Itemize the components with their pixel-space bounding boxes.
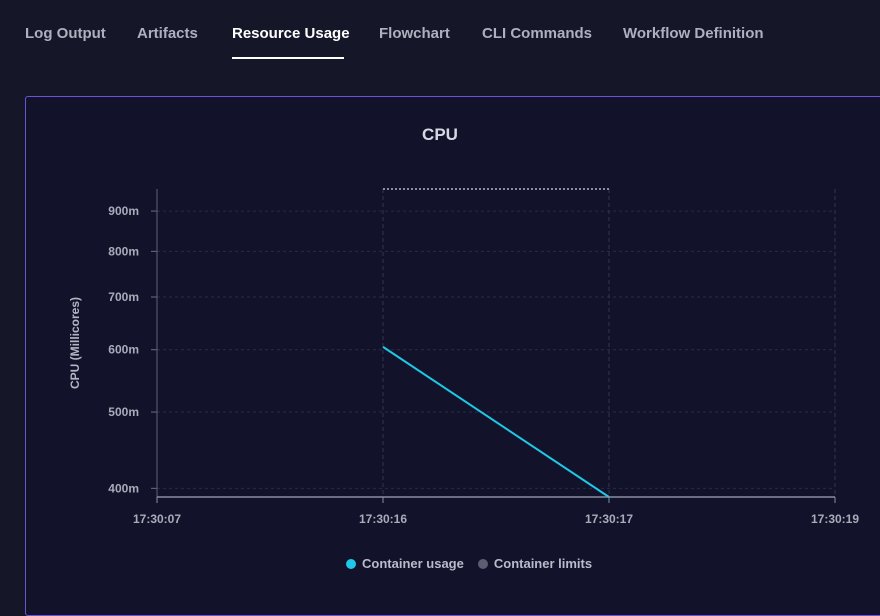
y-axis-label: CPU (Millicores) [68,297,82,389]
x-tick-label: 17:30:17 [585,512,633,526]
tab-log-output[interactable]: Log Output [25,25,106,42]
tab-cli-commands[interactable]: CLI Commands [482,25,593,42]
y-tick-label: 500m [108,405,139,419]
y-tick-label: 800m [108,244,139,258]
x-tick-label: 17:30:07 [133,512,181,526]
legend-limits-swatch [477,558,488,569]
y-tick-label: 600m [108,343,139,357]
series-container-usage-line [382,346,610,498]
legend-item-container-limits[interactable]: Container limits [477,556,593,571]
tab-bar: Log Output Artifacts Resource Usage Flow… [0,0,880,62]
y-tick-label: 700m [108,290,139,304]
legend-limits-label: Container limits [493,556,593,571]
x-tick-label: 17:30:19 [811,512,859,526]
cpu-chart: 400m 500m 600m 700m 800m 900m 17:30:07 17:30:16… [68,188,859,526]
chart-title: CPU [422,125,458,144]
y-tick-label: 900m [108,204,139,218]
legend-usage-label: Container usage [362,556,464,571]
legend-usage-swatch [346,558,356,569]
legend-item-container-usage[interactable]: Container usage [346,556,464,571]
chart-legend: Container usage Container limits [346,556,600,571]
y-tick-label: 400m [108,481,139,495]
tab-flowchart[interactable]: Flowchart [379,25,450,42]
x-tick-label: 17:30:16 [359,512,407,526]
tab-workflow-definition[interactable]: Workflow Definition [623,25,764,42]
active-tab-indicator [232,57,344,59]
tab-artifacts[interactable]: Artifacts [137,25,198,42]
tab-resource-usage[interactable]: Resource Usage [232,25,350,42]
